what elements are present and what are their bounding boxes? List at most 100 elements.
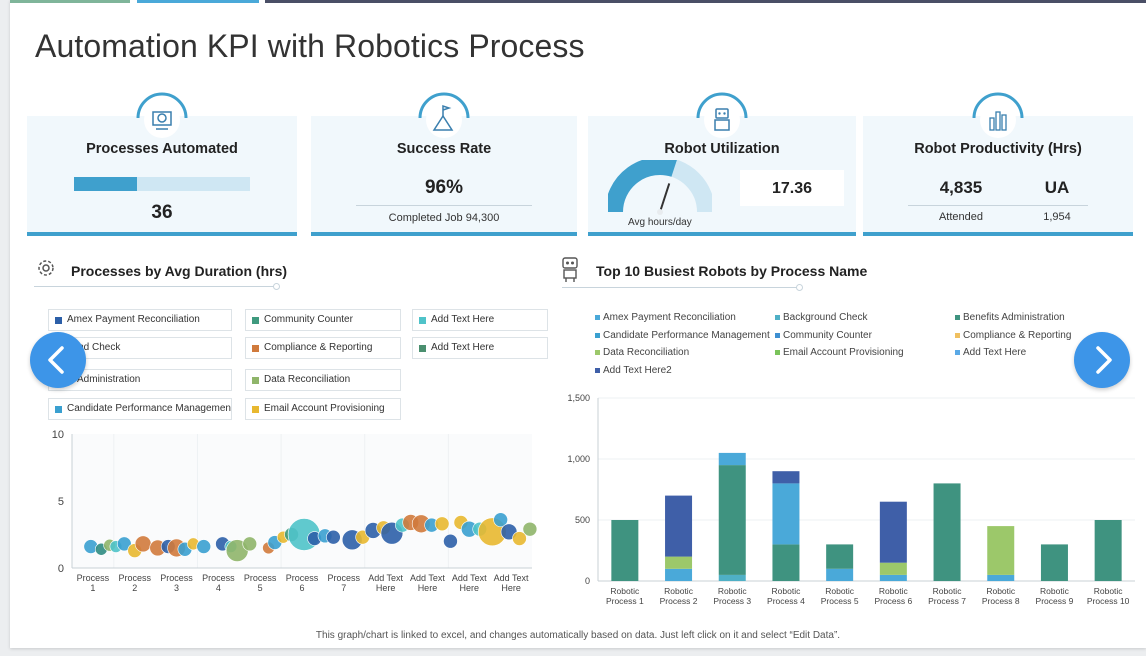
- utilization-gauge: [608, 160, 712, 215]
- top-accent-bar-3: [265, 0, 1146, 3]
- x-tick-label: Robotic: [772, 586, 802, 596]
- legend-label: Email Account Provisioning: [264, 403, 385, 414]
- legend-label: Compliance & Reporting: [963, 330, 1072, 341]
- bar-segment: [879, 574, 907, 581]
- title-underline: [562, 287, 798, 288]
- legend-swatch: [252, 377, 259, 384]
- kpi-value-left: 4,835: [939, 178, 983, 197]
- legend-label: Email Account Provisioning: [783, 347, 904, 358]
- legend-label: Community Counter: [783, 330, 872, 341]
- x-tick-label: Here: [418, 583, 438, 593]
- x-tick-label: Process 10: [1087, 596, 1130, 606]
- legend-item: Add Text Here2: [595, 365, 672, 376]
- next-slide-button[interactable]: [1074, 332, 1130, 388]
- legend-label: ts Administration: [67, 374, 141, 385]
- underline-dot: [796, 284, 803, 291]
- kpi-caption: Completed Job 94,300: [388, 212, 500, 224]
- x-tick-label: Add Text: [494, 573, 529, 583]
- workflow-icon: [134, 92, 190, 148]
- legend-swatch: [252, 406, 259, 413]
- bubble: [512, 531, 527, 546]
- bar-segment: [772, 471, 800, 484]
- legend-swatch: [55, 317, 62, 324]
- kpi-value: 96%: [424, 177, 464, 198]
- x-tick-label: Process 7: [928, 596, 966, 606]
- x-tick-label: Process 2: [660, 596, 698, 606]
- legend-item: Compliance & Reporting: [955, 330, 1071, 341]
- legend-item: Candidate Performance Management: [48, 398, 232, 420]
- legend-label: Add Text Here: [431, 342, 495, 353]
- kpi-card-robot-utilization[interactable]: Robot Utilization Avg hours/day 17.36: [588, 92, 856, 236]
- bubble: [326, 529, 341, 545]
- legend-item: Amex Payment Reconciliation: [595, 312, 736, 323]
- legend-swatch: [419, 345, 426, 352]
- x-tick-label: 6: [299, 583, 304, 593]
- x-tick-label: Here: [376, 583, 396, 593]
- x-tick-label: 7: [341, 583, 346, 593]
- legend-item: Amex Payment Reconciliation: [48, 309, 232, 331]
- legend-label: Add Text Here: [431, 314, 495, 325]
- x-tick-label: Robotic: [718, 586, 748, 596]
- kpi-value: 17.36: [771, 180, 813, 197]
- y-tick-label: 1,000: [567, 454, 590, 464]
- x-tick-label: 2: [132, 583, 137, 593]
- x-tick-label: Robotic: [1094, 586, 1124, 596]
- kpi-title: Processes Automated: [86, 141, 238, 157]
- slide-title: Automation KPI with Robotics Process: [35, 28, 585, 64]
- previous-slide-button[interactable]: [30, 332, 86, 388]
- bar-segment: [665, 495, 693, 557]
- x-tick-label: Process: [244, 573, 277, 583]
- bubble: [522, 521, 538, 537]
- bar-segment: [718, 452, 746, 466]
- legend-item: Data Reconciliation: [245, 369, 401, 391]
- top-accent-bar-2: [137, 0, 259, 3]
- legend-item: Email Account Provisioning: [245, 398, 401, 420]
- x-tick-label: Process 4: [767, 596, 805, 606]
- bubble: [493, 512, 508, 528]
- x-tick-label: Process 3: [713, 596, 751, 606]
- legend-label: Compliance & Reporting: [264, 342, 373, 353]
- kpi-card-processes-automated[interactable]: Processes Automated 36: [27, 92, 297, 236]
- footnote: This graph/chart is linked to excel, and…: [315, 630, 841, 641]
- legend-label: Data Reconciliation: [603, 347, 690, 358]
- legend-swatch: [252, 317, 259, 324]
- bar-segment: [1094, 520, 1122, 581]
- legend-item: Compliance & Reporting: [245, 337, 401, 359]
- chevron-left-icon: [48, 346, 64, 374]
- gauge-label: Avg hours/day: [628, 217, 692, 228]
- kpi-card-robot-productivity[interactable]: Robot Productivity (Hrs) 4,835 UA Attend…: [863, 92, 1133, 236]
- x-tick-label: Process 1: [606, 596, 644, 606]
- legend-label: Background Check: [783, 312, 868, 323]
- legend-label: Candidate Performance Management: [603, 330, 770, 341]
- kpi-title: Robot Utilization: [664, 141, 780, 157]
- x-tick-label: Add Text: [452, 573, 487, 583]
- legend-label: Community Counter: [264, 314, 353, 325]
- bar-segment: [987, 526, 1015, 575]
- legend-swatch: [775, 315, 780, 320]
- legend-label: Candidate Performance Management: [67, 403, 232, 414]
- legend-item: Add Text Here: [412, 337, 548, 359]
- bubble: [134, 535, 152, 553]
- bubble: [443, 533, 458, 549]
- x-tick-label: 3: [174, 583, 179, 593]
- legend-swatch: [955, 350, 960, 355]
- panel-title: Top 10 Busiest Robots by Process Name: [596, 263, 868, 279]
- robot-icon: [558, 255, 582, 283]
- x-tick-label: 5: [258, 583, 263, 593]
- legend-swatch: [775, 350, 780, 355]
- legend-swatch: [595, 315, 600, 320]
- y-tick-label: 10: [52, 429, 64, 441]
- legend-label: Amex Payment Reconciliation: [67, 314, 200, 325]
- legend-item: Community Counter: [775, 330, 872, 341]
- legend-label: Add Text Here: [963, 347, 1027, 358]
- legend-item: Benefits Administration: [955, 312, 1065, 323]
- bar-segment: [1040, 544, 1068, 581]
- bar-segment: [879, 562, 907, 575]
- kpi-card-success-rate[interactable]: Success Rate 96% Completed Job 94,300: [311, 92, 577, 236]
- legend-label: Add Text Here2: [603, 365, 672, 376]
- gear-icon: [34, 256, 58, 280]
- bar-segment: [826, 544, 854, 569]
- x-tick-label: Robotic: [879, 586, 909, 596]
- slide: Automation KPI with Robotics Process Pro…: [10, 0, 1146, 648]
